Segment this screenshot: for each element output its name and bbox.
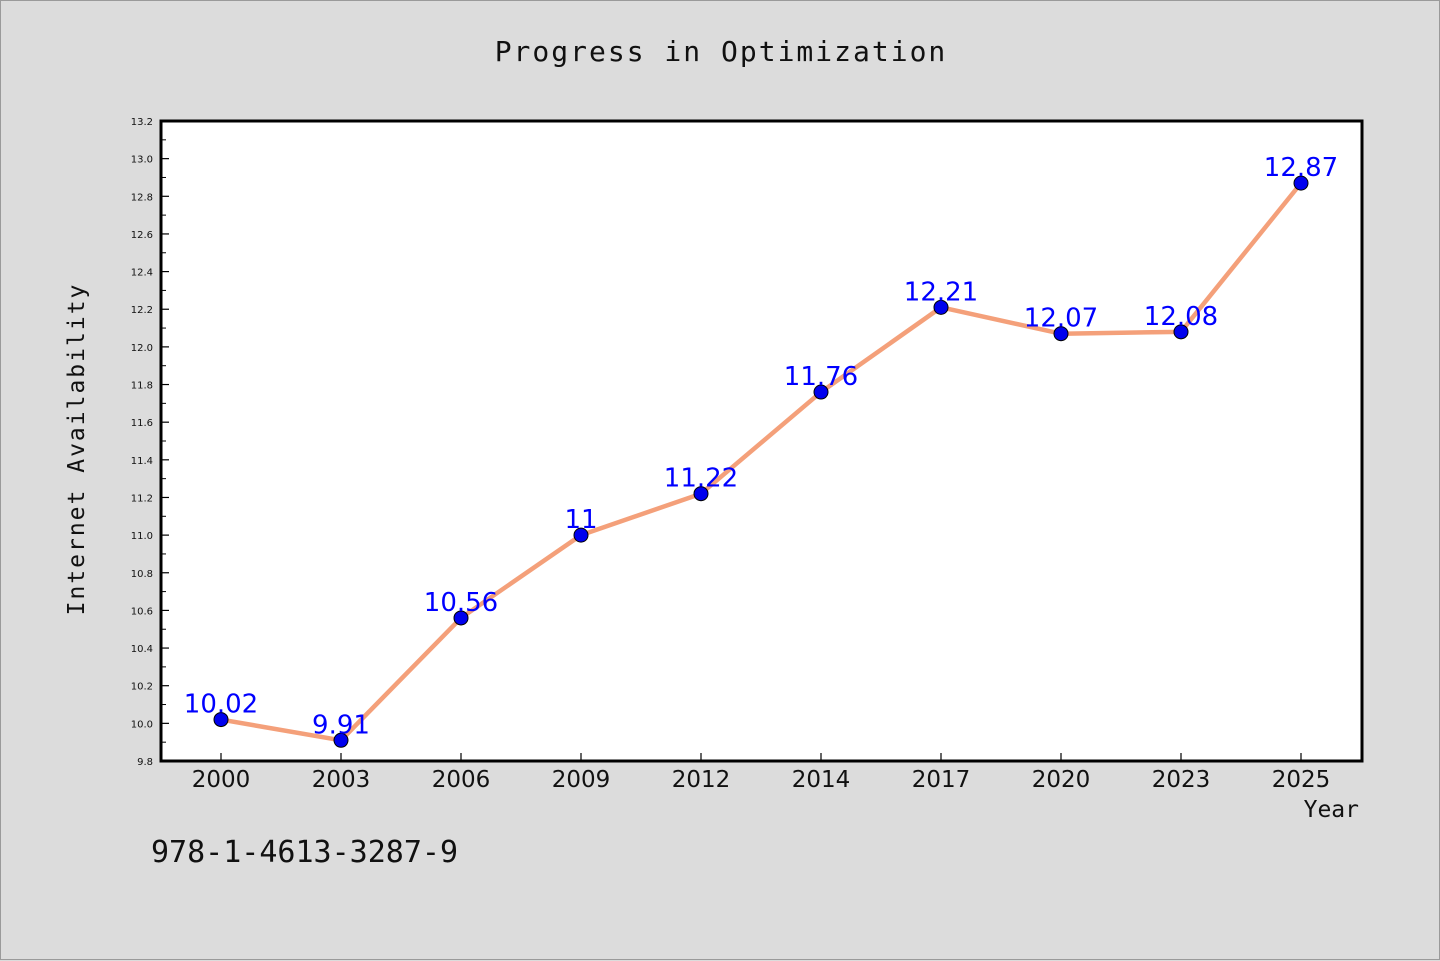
x-tick-label: 2000 (192, 767, 251, 793)
y-tick-label: 13.0 (131, 155, 153, 166)
y-tick-label: 10.4 (131, 644, 153, 655)
data-label: 11.76 (784, 362, 858, 392)
y-tick-label: 10.2 (131, 682, 153, 693)
x-tick-label: 2006 (432, 767, 491, 793)
y-tick-label: 12.4 (131, 268, 153, 279)
y-tick-label: 12.2 (131, 305, 153, 316)
data-label: 11.22 (664, 464, 738, 494)
data-point (333, 732, 349, 748)
data-label: 10.02 (184, 690, 258, 720)
data-label: 9.91 (312, 710, 370, 740)
x-tick-label: 2023 (1152, 767, 1211, 793)
data-label: 11 (564, 505, 597, 535)
x-tick-label: 2025 (1272, 767, 1331, 793)
x-tick-label: 2020 (1032, 767, 1091, 793)
series-line (218, 180, 1304, 743)
y-tick-label: 10.0 (131, 719, 153, 730)
data-point (1293, 175, 1309, 191)
y-tick-label: 11.8 (131, 381, 153, 392)
y-tick-label: 11.0 (131, 531, 153, 542)
y-tick-label: 9.8 (137, 757, 153, 768)
data-point (693, 486, 709, 502)
data-point (933, 299, 949, 315)
x-tick-label: 2017 (912, 767, 971, 793)
data-label: 12.08 (1144, 302, 1218, 332)
y-tick-label: 10.6 (131, 606, 153, 617)
data-point (213, 712, 229, 728)
plot-area (159, 119, 1364, 763)
y-tick-label: 11.2 (131, 493, 153, 504)
data-point (453, 610, 469, 626)
data-point (573, 527, 589, 543)
y-tick-label: 11.6 (131, 418, 153, 429)
isbn-text: 978-1-4613-3287-9 (151, 835, 459, 870)
x-axis-label: Year (1303, 797, 1359, 823)
y-tick-label: 11.4 (131, 456, 153, 467)
x-tick-label: 2014 (792, 767, 851, 793)
data-point (813, 384, 829, 400)
x-tick-label: 2009 (552, 767, 611, 793)
data-point (1173, 324, 1189, 340)
y-tick-label: 12.6 (131, 230, 153, 241)
data-label: 10.56 (424, 588, 498, 618)
y-tick-label: 12.0 (131, 343, 153, 354)
data-point (1053, 326, 1069, 342)
y-tick-label: 13.2 (131, 117, 153, 128)
x-tick-label: 2012 (672, 767, 731, 793)
y-tick-label: 10.8 (131, 569, 153, 580)
data-label: 12.07 (1024, 304, 1098, 334)
chart-title: Progress in Optimization (494, 35, 948, 68)
data-label: 12.21 (904, 277, 978, 307)
data-label: 12.87 (1264, 153, 1338, 183)
x-tick-label: 2003 (312, 767, 371, 793)
y-tick-label: 12.8 (131, 192, 153, 203)
